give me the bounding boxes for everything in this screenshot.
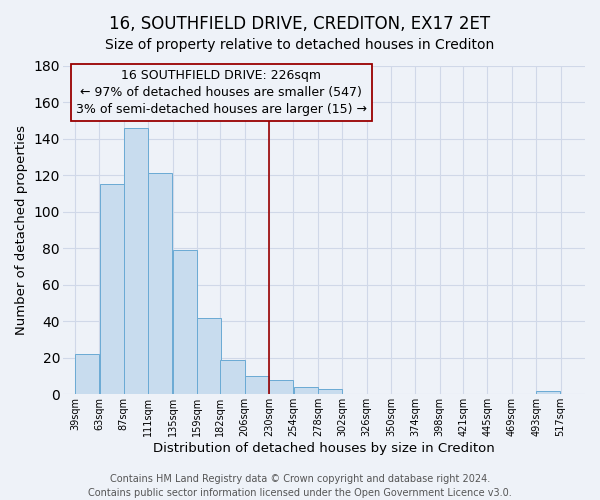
Bar (245, 376, 269, 394)
Bar (220, 360, 245, 394)
Text: Size of property relative to detached houses in Crediton: Size of property relative to detached ho… (106, 38, 494, 52)
Text: 16, SOUTHFIELD DRIVE, CREDITON, EX17 2ET: 16, SOUTHFIELD DRIVE, CREDITON, EX17 2ET (109, 15, 491, 33)
Text: 16 SOUTHFIELD DRIVE: 226sqm
← 97% of detached houses are smaller (547)
3% of sem: 16 SOUTHFIELD DRIVE: 226sqm ← 97% of det… (76, 69, 367, 116)
Y-axis label: Number of detached properties: Number of detached properties (15, 125, 28, 335)
Bar (318, 389, 342, 394)
Bar (269, 380, 293, 394)
Text: Contains HM Land Registry data © Crown copyright and database right 2024.
Contai: Contains HM Land Registry data © Crown c… (88, 474, 512, 498)
Bar (148, 174, 172, 394)
X-axis label: Distribution of detached houses by size in Crediton: Distribution of detached houses by size … (153, 442, 495, 455)
Bar (536, 390, 560, 394)
Bar (197, 318, 221, 394)
Bar (124, 128, 148, 394)
Bar (75, 354, 99, 395)
Bar (100, 184, 124, 394)
Bar (173, 250, 197, 394)
Bar (293, 387, 317, 394)
